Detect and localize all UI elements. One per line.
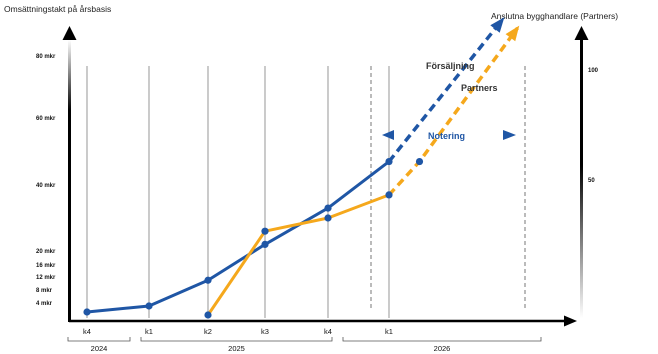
data-point <box>261 240 269 248</box>
x-tick-label: k4 <box>83 327 91 336</box>
year-bracket <box>342 337 542 342</box>
annotation-sales: Försäljning <box>426 61 475 71</box>
y-tick-label: 4 mkr <box>36 301 53 307</box>
projection-arrowhead <box>490 17 505 33</box>
annotation-partners: Partners <box>461 83 498 93</box>
data-point <box>415 157 424 166</box>
series-group <box>83 17 520 319</box>
series-line <box>86 160 390 314</box>
right-y-axis <box>574 26 589 318</box>
x-ticks: k4 k1 k2 k3 k4 k1 <box>83 327 393 336</box>
listing-arrow-right <box>503 130 516 140</box>
vertical-gridlines <box>86 66 526 318</box>
x-tick-label: k4 <box>324 327 332 336</box>
y-axis-left-title: Omsättningstakt på årsbasis <box>4 4 111 14</box>
year-brackets: 2024 2025 2026 <box>67 337 542 353</box>
y-tick-label: 60 mkr <box>36 116 56 122</box>
data-point <box>324 214 332 222</box>
annotation-listing: Notering <box>428 131 465 141</box>
year-label: 2025 <box>228 344 245 353</box>
series-0 <box>83 17 505 316</box>
year-label: 2026 <box>434 344 451 353</box>
y-tick-label: 20 mkr <box>36 249 56 255</box>
y-axis-right-title: Anslutna bygghandlare (Partners) <box>491 11 618 21</box>
y-tick-label-right: 100 <box>588 68 599 74</box>
y-tick-label: 80 mkr <box>36 54 56 60</box>
year-label: 2024 <box>91 344 108 353</box>
y-tick-label: 12 mkr <box>36 275 56 281</box>
data-point <box>261 227 269 235</box>
series-line <box>206 193 390 316</box>
data-point <box>83 308 91 316</box>
y-tick-label: 40 mkr <box>36 183 56 189</box>
projection-arrowhead <box>505 25 520 42</box>
year-bracket <box>67 337 131 342</box>
data-point <box>324 204 332 212</box>
x-tick-label: k1 <box>145 327 153 336</box>
x-tick-label: k2 <box>204 327 212 336</box>
data-point <box>145 302 153 310</box>
x-axis <box>69 315 577 327</box>
series-projection <box>387 18 504 163</box>
y-ticks-right: 100 50 <box>588 68 599 184</box>
listing-range: Notering <box>382 130 516 141</box>
y-tick-label: 8 mkr <box>36 288 53 294</box>
data-point <box>204 311 212 319</box>
y-ticks-left: 80 mkr 60 mkr 40 mkr 20 mkr 16 mkr 12 mkr 8 mk… <box>36 54 56 307</box>
data-point <box>385 157 393 166</box>
listing-arrow-left <box>382 130 394 140</box>
year-bracket <box>140 337 333 342</box>
data-point <box>204 276 212 284</box>
y-tick-label-right: 50 <box>588 178 595 184</box>
x-tick-label: k3 <box>261 327 269 336</box>
series-1 <box>204 25 520 319</box>
y-tick-label: 16 mkr <box>36 263 56 269</box>
series-projection <box>387 26 519 197</box>
left-y-axis <box>62 26 77 322</box>
x-tick-label: k1 <box>385 327 393 336</box>
data-point <box>385 191 393 199</box>
